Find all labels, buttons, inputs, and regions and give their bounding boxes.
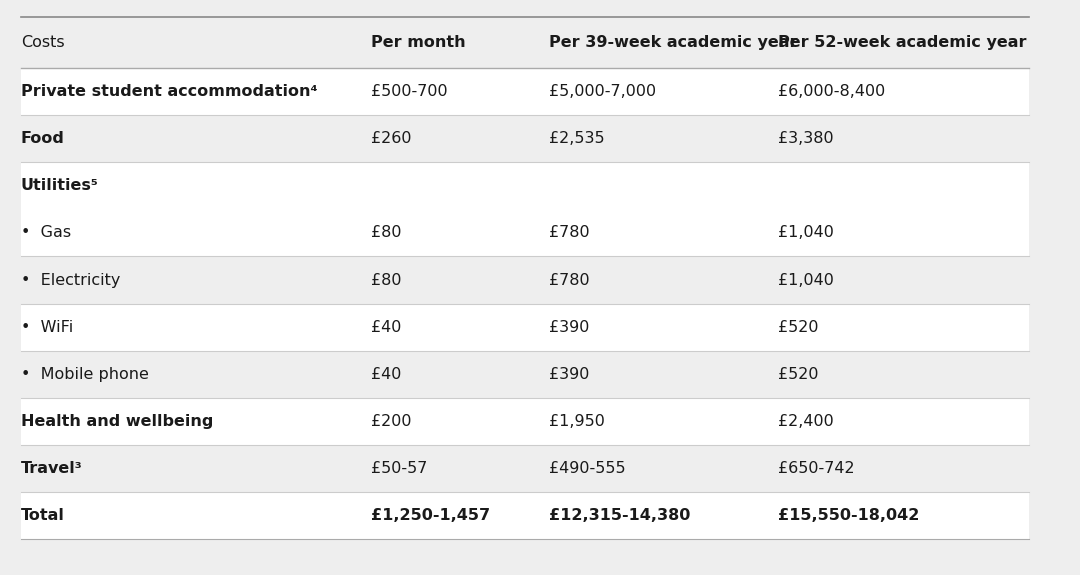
Text: Per 39-week academic year: Per 39-week academic year bbox=[549, 35, 797, 50]
Text: Costs: Costs bbox=[21, 35, 65, 50]
FancyBboxPatch shape bbox=[21, 68, 1029, 115]
Text: £490-555: £490-555 bbox=[549, 461, 625, 476]
Text: Per 52-week academic year: Per 52-week academic year bbox=[779, 35, 1027, 50]
Text: £2,535: £2,535 bbox=[549, 131, 604, 146]
Text: Food: Food bbox=[21, 131, 65, 146]
Text: £12,315-14,380: £12,315-14,380 bbox=[549, 508, 690, 523]
Text: £780: £780 bbox=[549, 273, 590, 288]
Text: £1,040: £1,040 bbox=[779, 273, 835, 288]
Text: £15,550-18,042: £15,550-18,042 bbox=[779, 508, 920, 523]
Text: £520: £520 bbox=[779, 367, 819, 382]
Text: £200: £200 bbox=[370, 414, 411, 429]
Text: Travel³: Travel³ bbox=[21, 461, 83, 476]
Text: £5,000-7,000: £5,000-7,000 bbox=[549, 84, 656, 99]
Text: Per month: Per month bbox=[370, 35, 465, 50]
Text: £40: £40 bbox=[370, 320, 402, 335]
Text: •  Electricity: • Electricity bbox=[21, 273, 120, 288]
FancyBboxPatch shape bbox=[21, 304, 1029, 351]
FancyBboxPatch shape bbox=[21, 351, 1029, 398]
Text: £520: £520 bbox=[779, 320, 819, 335]
Text: £6,000-8,400: £6,000-8,400 bbox=[779, 84, 886, 99]
Text: £50-57: £50-57 bbox=[370, 461, 428, 476]
Text: Total: Total bbox=[21, 508, 65, 523]
Text: £1,950: £1,950 bbox=[549, 414, 605, 429]
Text: •  Mobile phone: • Mobile phone bbox=[21, 367, 149, 382]
Text: £260: £260 bbox=[370, 131, 411, 146]
FancyBboxPatch shape bbox=[21, 256, 1029, 304]
FancyBboxPatch shape bbox=[21, 209, 1029, 256]
Text: £80: £80 bbox=[370, 273, 402, 288]
Text: £500-700: £500-700 bbox=[370, 84, 447, 99]
Text: £390: £390 bbox=[549, 320, 589, 335]
Text: £40: £40 bbox=[370, 367, 402, 382]
Text: •  WiFi: • WiFi bbox=[21, 320, 73, 335]
Text: Health and wellbeing: Health and wellbeing bbox=[21, 414, 213, 429]
Text: £650-742: £650-742 bbox=[779, 461, 855, 476]
FancyBboxPatch shape bbox=[21, 115, 1029, 162]
Text: Utilities⁵: Utilities⁵ bbox=[21, 178, 98, 193]
Text: £3,380: £3,380 bbox=[779, 131, 834, 146]
FancyBboxPatch shape bbox=[21, 492, 1029, 539]
Text: £1,040: £1,040 bbox=[779, 225, 835, 240]
Text: £2,400: £2,400 bbox=[779, 414, 834, 429]
Text: £390: £390 bbox=[549, 367, 589, 382]
Text: £780: £780 bbox=[549, 225, 590, 240]
Text: •  Gas: • Gas bbox=[21, 225, 71, 240]
FancyBboxPatch shape bbox=[21, 398, 1029, 445]
Text: £80: £80 bbox=[370, 225, 402, 240]
Text: £1,250-1,457: £1,250-1,457 bbox=[370, 508, 490, 523]
FancyBboxPatch shape bbox=[21, 445, 1029, 492]
Text: Private student accommodation⁴: Private student accommodation⁴ bbox=[21, 84, 318, 99]
FancyBboxPatch shape bbox=[21, 162, 1029, 209]
